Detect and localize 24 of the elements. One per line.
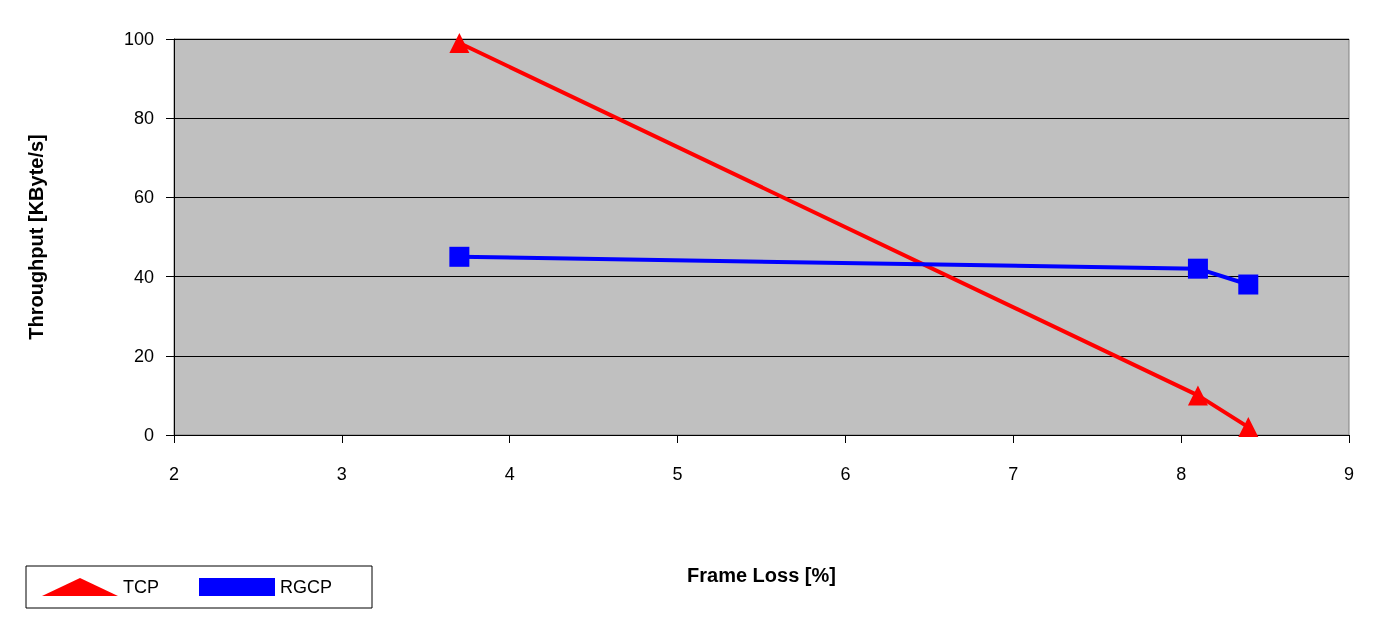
y-tick-label: 20 <box>133 345 154 366</box>
y-tick-label: 0 <box>143 425 154 445</box>
x-tick-label: 7 <box>1008 464 1019 484</box>
legend-label: RGCP <box>280 577 333 597</box>
point <box>1187 258 1208 279</box>
x-tick-label: 2 <box>168 464 180 484</box>
point <box>449 246 470 267</box>
x-tick-label: 3 <box>336 464 347 484</box>
x-tick-label: 9 <box>1343 464 1355 484</box>
legend-label: TCP <box>123 577 159 597</box>
x-tick-label: 8 <box>1176 464 1187 484</box>
x-axis-title: Frame Loss [%] <box>687 564 836 586</box>
y-tick-label: 40 <box>133 266 154 287</box>
y-tick-label: 80 <box>133 108 154 129</box>
x-tick-label: 5 <box>672 464 683 484</box>
point <box>1187 385 1208 406</box>
point <box>449 32 470 53</box>
x-tick-label: 6 <box>840 464 851 484</box>
x-tick-label: 4 <box>504 464 515 484</box>
y-axis-title: Throughput [KByte/s] <box>25 134 47 340</box>
point <box>1238 274 1259 295</box>
y-tick-label: 100 <box>123 29 154 49</box>
point <box>1238 417 1259 438</box>
y-tick-label: 60 <box>133 187 154 208</box>
